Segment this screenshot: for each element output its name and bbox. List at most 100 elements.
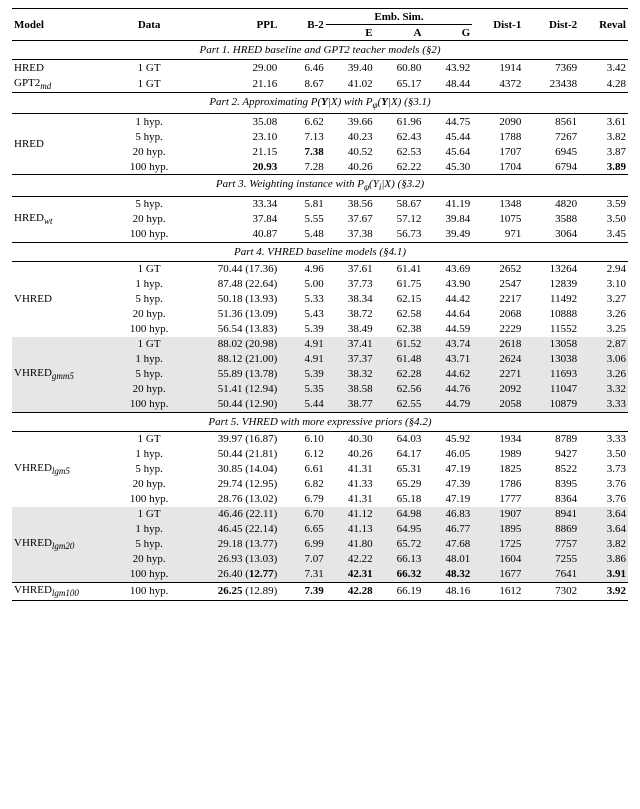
e-cell: 38.72 (326, 307, 375, 322)
reval-cell: 3.50 (579, 447, 628, 462)
b2-cell: 7.07 (279, 552, 325, 567)
ppl-cell: 29.18 (13.77) (184, 537, 279, 552)
reval-cell: 3.26 (579, 307, 628, 322)
g-cell: 45.92 (423, 431, 472, 447)
header-model: Model (12, 9, 114, 41)
ppl-cell: 88.02 (20.98) (184, 337, 279, 352)
reval-cell: 3.42 (579, 60, 628, 76)
d1-cell: 1612 (472, 582, 523, 600)
reval-cell: 3.76 (579, 492, 628, 507)
g-cell: 45.30 (423, 159, 472, 175)
g-cell: 41.19 (423, 196, 472, 212)
model-hred-wt: HREDwt (12, 196, 114, 242)
header-d2: Dist-2 (523, 9, 579, 41)
b2-cell: 6.79 (279, 492, 325, 507)
b2-cell: 6.10 (279, 431, 325, 447)
reval-cell: 3.50 (579, 212, 628, 227)
ppl-cell: 56.54 (13.83) (184, 322, 279, 337)
part5-title: Part 5. VHRED with more expressive prior… (12, 412, 628, 431)
a-cell: 66.32 (375, 567, 424, 583)
d1-cell: 4372 (472, 75, 523, 93)
d1-cell: 2229 (472, 322, 523, 337)
e-cell: 37.41 (326, 337, 375, 352)
ppl-cell: 33.34 (184, 196, 279, 212)
b2-cell: 6.61 (279, 462, 325, 477)
b2-cell: 5.35 (279, 382, 325, 397)
e-cell: 41.31 (326, 492, 375, 507)
ppl-cell: 21.15 (184, 144, 279, 159)
reval-cell: 3.10 (579, 277, 628, 292)
table-row: HRED 1 hyp. 35.08 6.62 39.66 61.96 44.75… (12, 114, 628, 130)
a-cell: 62.28 (375, 367, 424, 382)
reval-cell: 3.27 (579, 292, 628, 307)
a-cell: 57.12 (375, 212, 424, 227)
d2-cell: 8941 (523, 507, 579, 522)
header-b2: B-2 (279, 9, 325, 41)
a-cell: 65.72 (375, 537, 424, 552)
e-cell: 37.67 (326, 212, 375, 227)
part3-title: Part 3. Weighting instance with Pφ(Yi|X)… (12, 175, 628, 196)
g-cell: 44.62 (423, 367, 472, 382)
d1-cell: 1725 (472, 537, 523, 552)
data-cell: 1 GT (114, 261, 184, 277)
reval-cell: 4.28 (579, 75, 628, 93)
g-cell: 44.64 (423, 307, 472, 322)
e-cell: 38.58 (326, 382, 375, 397)
d2-cell: 13038 (523, 352, 579, 367)
reval-cell: 3.61 (579, 114, 628, 130)
data-cell: 20 hyp. (114, 477, 184, 492)
d2-cell: 13264 (523, 261, 579, 277)
b2-cell: 6.82 (279, 477, 325, 492)
d2-cell: 7757 (523, 537, 579, 552)
ppl-cell: 26.93 (13.03) (184, 552, 279, 567)
header-g: G (423, 25, 472, 41)
part1-title: Part 1. HRED baseline and GPT2 teacher m… (12, 41, 628, 60)
a-cell: 61.41 (375, 261, 424, 277)
data-cell: 5 hyp. (114, 462, 184, 477)
d2-cell: 11047 (523, 382, 579, 397)
ppl-cell: 51.41 (12.94) (184, 382, 279, 397)
model-vhred-lgm5: VHREDlgm5 (12, 431, 114, 507)
b2-cell: 6.62 (279, 114, 325, 130)
d2-cell: 9427 (523, 447, 579, 462)
d1-cell: 1348 (472, 196, 523, 212)
header-data: Data (114, 9, 184, 41)
data-cell: 5 hyp. (114, 537, 184, 552)
ppl-cell: 40.87 (184, 227, 279, 243)
a-cell: 65.17 (375, 75, 424, 93)
g-cell: 43.74 (423, 337, 472, 352)
d1-cell: 2090 (472, 114, 523, 130)
a-cell: 64.95 (375, 522, 424, 537)
header-ppl: PPL (184, 9, 279, 41)
g-cell: 46.83 (423, 507, 472, 522)
data-cell: 20 hyp. (114, 382, 184, 397)
e-cell: 41.13 (326, 522, 375, 537)
data-cell: 20 hyp. (114, 307, 184, 322)
ppl-cell: 35.08 (184, 114, 279, 130)
data-cell: 5 hyp. (114, 367, 184, 382)
b2-cell: 8.67 (279, 75, 325, 93)
g-cell: 39.84 (423, 212, 472, 227)
b2-cell: 7.38 (279, 144, 325, 159)
d1-cell: 2092 (472, 382, 523, 397)
b2-cell: 4.91 (279, 352, 325, 367)
ppl-cell: 46.45 (22.14) (184, 522, 279, 537)
d1-cell: 2058 (472, 397, 523, 413)
d2-cell: 3064 (523, 227, 579, 243)
ppl-cell: 39.97 (16.87) (184, 431, 279, 447)
a-cell: 62.58 (375, 307, 424, 322)
d1-cell: 1677 (472, 567, 523, 583)
b2-cell: 5.44 (279, 397, 325, 413)
table-row: HREDwt 5 hyp. 33.34 5.81 38.56 58.67 41.… (12, 196, 628, 212)
model-hred: HRED (12, 60, 114, 76)
d1-cell: 2624 (472, 352, 523, 367)
b2-cell: 5.48 (279, 227, 325, 243)
g-cell: 43.71 (423, 352, 472, 367)
e-cell: 38.34 (326, 292, 375, 307)
table-row: VHREDgmm5 1 GT 88.02 (20.98)4.9137.4161.… (12, 337, 628, 352)
e-cell: 41.31 (326, 462, 375, 477)
d1-cell: 1914 (472, 60, 523, 76)
d2-cell: 3588 (523, 212, 579, 227)
d1-cell: 1788 (472, 129, 523, 144)
b2-cell: 7.39 (279, 582, 325, 600)
